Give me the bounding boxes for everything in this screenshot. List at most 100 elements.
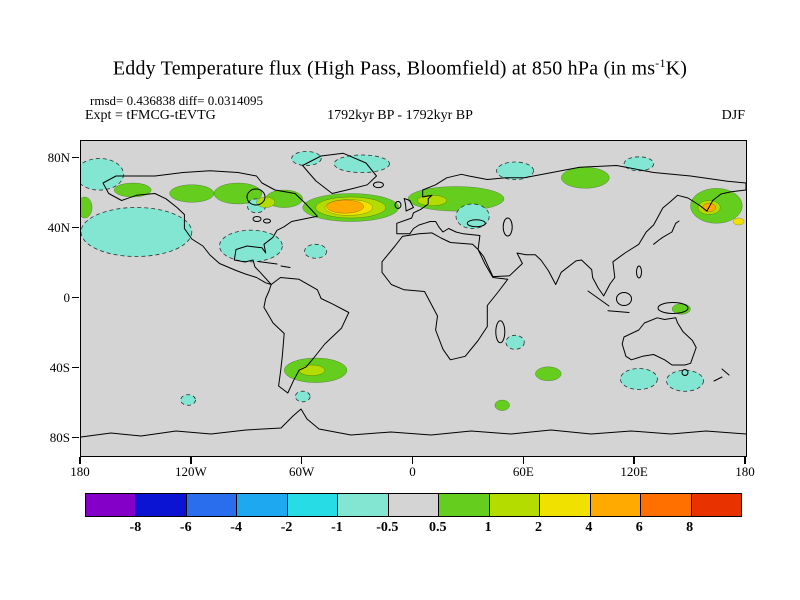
colorbar-cell-1 — [136, 494, 187, 516]
anomaly-northwest-canada — [169, 184, 215, 203]
colorbar-cell-8 — [489, 494, 541, 516]
anomaly-central-canada — [213, 182, 263, 205]
coastline-antarctica — [81, 408, 746, 438]
y-tick-label: 40S — [49, 359, 70, 375]
x-tick — [190, 457, 192, 464]
coastline-black-sea — [466, 219, 486, 228]
anomaly-south-atlantic — [494, 399, 510, 411]
colorbar-cell-12 — [691, 494, 742, 516]
colorbar-cell-5 — [338, 494, 389, 516]
coastline-philippines — [636, 265, 642, 279]
anomaly-south-pacific — [180, 394, 196, 406]
x-tick-label: 180 — [735, 464, 755, 479]
anomaly-lena-arctic — [623, 156, 655, 172]
anomaly-greenland-sea — [333, 154, 390, 173]
x-tick — [633, 457, 635, 464]
coastline-ireland — [394, 201, 402, 209]
colorbar-label: -2 — [280, 520, 293, 535]
anomaly-argentine-sea-core — [298, 364, 325, 376]
coastline-great-lake-east — [263, 218, 271, 224]
x-tick — [411, 457, 414, 464]
coastline-africa — [381, 232, 509, 361]
colorbar-cell-0 — [86, 494, 137, 516]
colorbar-label: 4 — [585, 520, 593, 535]
coastline-greenland — [302, 152, 377, 194]
colorbar-cell-11 — [641, 494, 692, 516]
y-tick-label: 40N — [47, 219, 70, 235]
map-frame — [80, 140, 747, 457]
coastline-tasmania — [681, 369, 689, 376]
y-tick — [72, 156, 79, 159]
x-tick-label: 60E — [512, 464, 534, 479]
anomaly-south-indian-tropics — [505, 334, 525, 350]
colorbar-cell-4 — [287, 494, 339, 516]
x-tick — [744, 457, 746, 464]
anomaly-date-line-north — [732, 217, 745, 226]
anomaly-east-europe — [455, 203, 490, 230]
colorbar-label: -8 — [129, 520, 142, 535]
colorbar-label: -4 — [230, 520, 242, 535]
coastline-great-lake-west — [252, 216, 262, 222]
anomaly-north-pacific — [81, 207, 193, 257]
y-tick-label: 0 — [63, 289, 71, 305]
coastline-united-kingdom — [403, 198, 414, 212]
y-tick — [72, 226, 79, 229]
coastline-north-america — [102, 170, 318, 285]
season-label: DJF — [721, 108, 745, 123]
coastline-south-america — [263, 277, 350, 394]
coastline-new-zealand-south — [713, 376, 723, 382]
colorbar-label: -1 — [331, 520, 343, 535]
plot-title-tail: K) — [665, 57, 688, 80]
anomaly-layer — [81, 151, 745, 411]
colorbar-cell-6 — [388, 494, 440, 516]
x-tick-label: 120W — [174, 464, 207, 479]
anomaly-date-line-west — [81, 196, 93, 219]
coastline-hudson-bay — [246, 188, 266, 206]
anomaly-south-australia-east — [666, 369, 704, 392]
anomaly-north-atlantic-core — [326, 199, 364, 214]
x-tick-label: 60W — [289, 464, 315, 479]
anomaly-labrador — [256, 196, 276, 208]
coastline-new-guinea — [657, 302, 689, 314]
colorbar — [85, 493, 742, 517]
coastline-borneo — [616, 292, 632, 306]
x-tick-label: 120E — [620, 464, 648, 479]
period-label: 1792kyr BP - 1792kyr BP — [327, 108, 473, 123]
colorbar-label: 6 — [635, 520, 643, 535]
coastline-iceland — [372, 181, 384, 189]
colorbar-label: 2 — [534, 520, 542, 535]
coastline-java — [607, 310, 630, 313]
anomaly-bering-sea — [81, 158, 124, 191]
colorbar-cell-7 — [439, 494, 490, 516]
colorbar-label: 0.5 — [428, 520, 447, 535]
coastline-japan — [653, 220, 680, 245]
x-tick — [300, 457, 303, 464]
y-tick — [72, 366, 79, 369]
plot-title-exponent: -1 — [655, 56, 666, 70]
plot-title-main: Eddy Temperature flux (High Pass, Bloomf… — [112, 57, 656, 80]
coastline-caspian-sea — [502, 217, 513, 237]
x-tick-label: 0 — [409, 464, 416, 479]
colorbar-label: -0.5 — [376, 520, 399, 535]
x-tick — [522, 457, 525, 464]
colorbar-cell-9 — [540, 494, 591, 516]
x-tick-label: 180 — [70, 464, 90, 479]
coastline-sumatra — [587, 290, 610, 307]
coastline-madagascar — [495, 320, 506, 344]
anomaly-south-indian — [535, 366, 562, 382]
colorbar-label: 8 — [686, 520, 694, 535]
y-tick-label: 80S — [49, 429, 70, 445]
world-map — [81, 141, 746, 456]
anomaly-north-greenland — [291, 151, 322, 166]
anomaly-west-atlantic — [304, 243, 328, 259]
coastline-hispaniola — [280, 265, 291, 268]
colorbar-label: -6 — [179, 520, 192, 535]
coastline-eurasia — [396, 165, 746, 297]
y-tick-label: 80N — [47, 149, 70, 165]
y-tick — [72, 296, 79, 299]
coastline-cuba — [257, 261, 278, 265]
anomaly-north-russia — [496, 161, 535, 181]
coastline-new-zealand-north — [721, 368, 730, 376]
coastline-layer — [81, 152, 746, 438]
